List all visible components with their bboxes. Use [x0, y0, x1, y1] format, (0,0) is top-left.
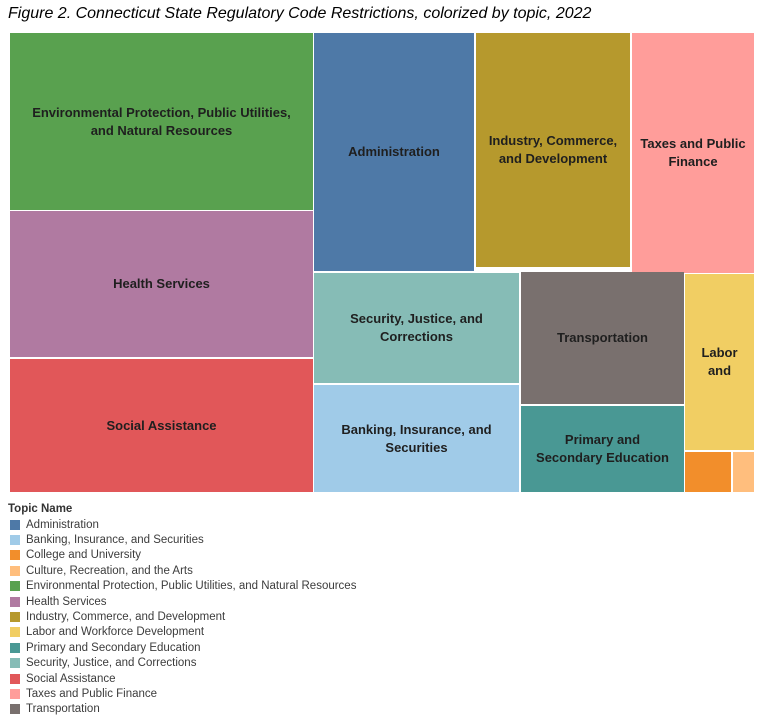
legend-swatch — [10, 673, 20, 684]
legend-swatch — [10, 596, 20, 607]
legend-item-label: Security, Justice, and Corrections — [26, 657, 197, 670]
legend-item-label: Labor and Workforce Development — [26, 626, 205, 639]
treemap-cell-culture-recreation-arts[interactable] — [733, 452, 754, 492]
treemap-cell-banking-insurance-securities[interactable]: Banking, Insurance, and Securities — [314, 385, 519, 492]
legend-item-taxes-public-finance[interactable]: Taxes and Public Finance — [8, 686, 568, 701]
legend-item-label: Primary and Secondary Education — [26, 641, 201, 654]
legend-item-environmental-protection[interactable]: Environmental Protection, Public Utiliti… — [8, 579, 568, 594]
legend-swatch — [10, 612, 20, 623]
treemap-cell-label: Security, Justice, and Corrections — [350, 311, 483, 344]
treemap-cell-label: Administration — [348, 144, 440, 160]
legend-item-transportation[interactable]: Transportation — [8, 702, 568, 717]
treemap-cell-label: Social Assistance — [106, 417, 217, 433]
legend-item-label: Banking, Insurance, and Securities — [26, 534, 204, 547]
legend-item-label: Environmental Protection, Public Utiliti… — [26, 580, 357, 593]
legend-item-label: Transportation — [26, 703, 100, 716]
legend-swatch — [10, 704, 20, 715]
legend-swatch — [10, 565, 20, 576]
legend-swatch — [10, 581, 20, 592]
legend: Topic Name Administration Banking, Insura… — [8, 501, 568, 717]
treemap-cell-label: Health Services — [113, 276, 210, 292]
treemap-cell-label: Labor and — [701, 345, 738, 378]
legend-swatch — [10, 642, 20, 653]
legend-swatch — [10, 627, 20, 638]
treemap-cell-labor-workforce-development[interactable]: Labor and — [685, 274, 754, 450]
legend-item-health-services[interactable]: Health Services — [8, 594, 568, 609]
legend-item-label: Health Services — [26, 595, 107, 608]
treemap-cell-label: Primary and Secondary Education — [536, 432, 669, 465]
treemap-cell-health-services[interactable]: Health Services — [10, 211, 313, 357]
treemap-cell-environmental-protection[interactable]: Environmental Protection, Public Utiliti… — [10, 33, 313, 210]
legend-item-culture-recreation-arts[interactable]: Culture, Recreation, and the Arts — [8, 563, 568, 578]
treemap-cell-security-justice-corrections[interactable]: Security, Justice, and Corrections — [314, 273, 519, 383]
treemap-cell-college-university[interactable] — [685, 452, 731, 492]
legend-item-labor-workforce-development[interactable]: Labor and Workforce Development — [8, 625, 568, 640]
legend-item-label: College and University — [26, 549, 142, 562]
legend-swatch — [10, 688, 20, 699]
legend-item-label: Administration — [26, 518, 99, 531]
legend-item-security-justice-corrections[interactable]: Security, Justice, and Corrections — [8, 656, 568, 671]
legend-item-social-assistance[interactable]: Social Assistance — [8, 671, 568, 686]
legend-item-label: Social Assistance — [26, 672, 116, 685]
treemap-cell-label: Banking, Insurance, and Securities — [341, 421, 492, 455]
legend-item-industry-commerce-development[interactable]: Industry, Commerce, and Development — [8, 609, 568, 624]
legend-item-administration[interactable]: Administration — [8, 517, 568, 532]
treemap-cell-label: Transportation — [556, 330, 648, 346]
treemap-cell-label: Environmental Protection, Public Utiliti… — [32, 104, 291, 138]
treemap-chart: Environmental Protection, Public Utiliti… — [10, 33, 754, 492]
legend-item-label: Industry, Commerce, and Development — [26, 611, 226, 624]
legend-item-primary-secondary-education[interactable]: Primary and Secondary Education — [8, 640, 568, 655]
legend-item-college-university[interactable]: College and University — [8, 548, 568, 563]
legend-items: Administration Banking, Insurance, and Se… — [8, 517, 568, 717]
legend-swatch — [10, 658, 20, 669]
treemap-cell-taxes-public-finance[interactable]: Taxes and Public Finance — [632, 33, 754, 273]
treemap-cell-label: Industry, Commerce, and Development — [488, 133, 618, 166]
legend-swatch — [10, 535, 20, 546]
legend-item-label: Culture, Recreation, and the Arts — [26, 564, 193, 577]
legend-item-label: Taxes and Public Finance — [26, 687, 158, 700]
legend-swatch — [10, 550, 20, 561]
treemap-cell-primary-secondary-education[interactable]: Primary and Secondary Education — [521, 406, 684, 492]
legend-title: Topic Name — [8, 503, 73, 515]
treemap-cell-label: Taxes and Public Finance — [640, 136, 746, 169]
legend-swatch — [10, 519, 20, 530]
treemap-cell-industry-commerce-development[interactable]: Industry, Commerce, and Development — [476, 33, 630, 267]
treemap-cell-social-assistance[interactable]: Social Assistance — [10, 359, 313, 492]
legend-item-banking-insurance-securities[interactable]: Banking, Insurance, and Securities — [8, 532, 568, 547]
figure-title: Figure 2. Connecticut State Regulatory C… — [8, 5, 592, 22]
treemap-cell-administration[interactable]: Administration — [314, 33, 474, 271]
treemap-cell-transportation[interactable]: Transportation — [521, 272, 684, 404]
